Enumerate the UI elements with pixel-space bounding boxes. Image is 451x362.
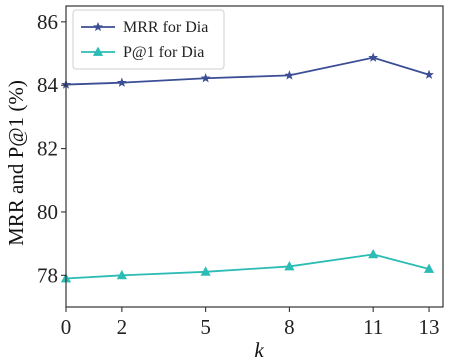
legend-marker-2	[92, 46, 104, 56]
data-point-s1-2	[116, 77, 127, 87]
series-line-1	[65, 56, 430, 86]
y-tick-label: 86	[37, 10, 58, 34]
data-point-s2-2	[116, 269, 127, 280]
x-tick-label: 8	[284, 315, 295, 339]
data-point-s2-4	[284, 261, 295, 271]
x-tick-label: 5	[200, 315, 211, 339]
x-axis-label: k	[254, 338, 264, 362]
data-point-s1-5	[368, 52, 379, 62]
data-point-s2-3	[200, 266, 211, 276]
legend-label-1: MRR for Dia	[123, 19, 208, 36]
series-line-2	[65, 253, 430, 280]
y-tick-label: 78	[37, 263, 58, 287]
y-axis-label: MRR and P@1 (%)	[4, 80, 28, 246]
data-point-s1-3	[200, 73, 211, 83]
legend-box	[72, 9, 225, 70]
axis-layer: 0 2 5 8 11 13 78 80 82 84 86	[37, 5, 444, 339]
data-point-s2-5	[368, 248, 379, 259]
data-point-s2-6	[423, 263, 435, 273]
legend: MRR for Dia P@1 for Dia	[72, 9, 225, 70]
x-tick-label: 13	[419, 315, 440, 339]
y-tick-label: 80	[37, 200, 58, 224]
plot-layer	[60, 52, 435, 283]
x-tick-label: 11	[363, 315, 383, 339]
x-tick-label: 2	[117, 315, 128, 339]
y-tick-label: 82	[37, 137, 58, 161]
legend-label-2: P@1 for Dia	[123, 44, 204, 61]
x-tick-label: 0	[61, 315, 72, 339]
data-point-s1-6	[424, 69, 434, 79]
data-point-s1-4	[284, 70, 295, 80]
y-tick-label: 84	[37, 73, 59, 97]
plot-frame	[65, 5, 444, 308]
legend-marker-1	[93, 21, 103, 32]
